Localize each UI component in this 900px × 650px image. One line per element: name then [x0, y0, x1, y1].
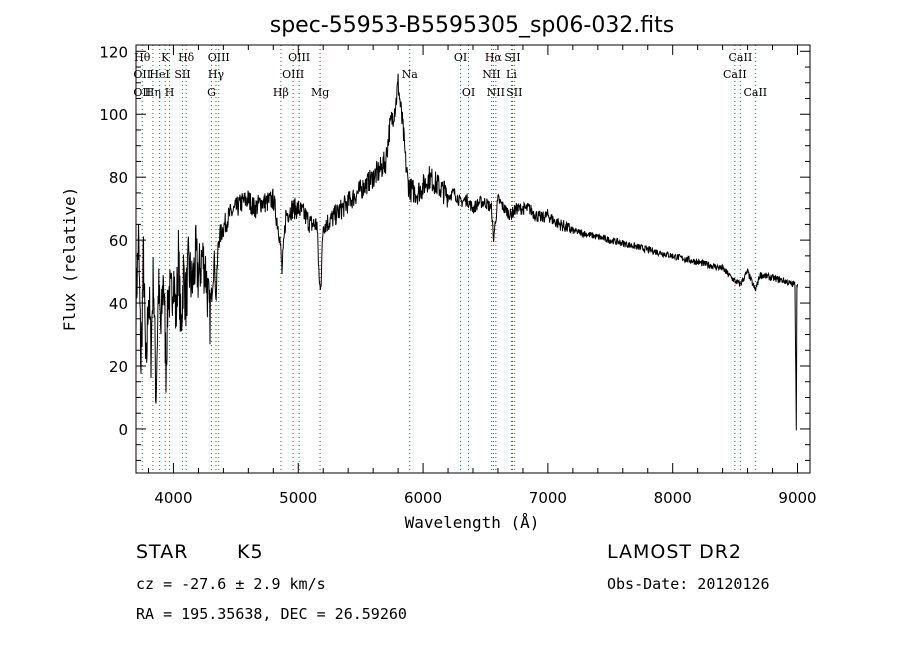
y-tick-label: 80	[109, 169, 128, 187]
redshift-velocity: cz = -27.6 ± 2.9 km/s	[136, 575, 326, 593]
spectral-line-label: CaII	[723, 68, 747, 81]
y-tick-label: 0	[118, 421, 128, 439]
spectral-line-label: H	[165, 86, 175, 99]
y-axis: 0 20 40 60 80 100 120	[99, 43, 810, 461]
coordinates: RA = 195.35638, DEC = 26.59260	[136, 605, 407, 623]
survey-name: LAMOST DR2	[607, 541, 742, 563]
spectrum-line	[135, 73, 798, 431]
chart-title: spec-55953-B5595305_sp06-032.fits	[270, 13, 675, 38]
object-subclass: K5	[237, 541, 264, 563]
x-tick-label: 8000	[654, 489, 692, 507]
y-tick-label: 100	[99, 106, 128, 124]
spectral-line-label: NII	[482, 68, 500, 81]
spectral-line-label: Hγ	[208, 68, 225, 81]
spectral-line-label: Hβ	[273, 86, 289, 99]
spectral-line-label: SII	[174, 68, 190, 81]
spectral-line-labels: HθOIIOIIHηHeIKHSIIHδGHγOIIIHβOIIIOIIIMgN…	[133, 51, 767, 99]
x-axis: 4000 5000 6000 7000 8000 9000	[147, 45, 817, 507]
observation-date: Obs-Date: 20120126	[607, 575, 770, 593]
spectral-line-label: K	[161, 51, 170, 64]
spectrum-chart: spec-55953-B5595305_sp06-032.fits Hθ OII O…	[60, 13, 817, 532]
spectral-line-label: Mg	[311, 86, 329, 99]
spectral-line-label: OII	[133, 68, 151, 81]
spectral-line-label: SII	[506, 86, 522, 99]
spectral-line-label: Na	[402, 68, 419, 81]
x-tick-label: 9000	[778, 489, 816, 507]
spectral-line-label: OI	[454, 51, 467, 64]
spectral-line-label: G	[207, 86, 216, 99]
y-tick-label: 120	[99, 43, 128, 61]
spectral-line-label: SII	[504, 51, 520, 64]
y-tick-label: 60	[109, 232, 128, 250]
spectral-line-label: OII	[133, 86, 151, 99]
spectral-line-label: Li	[506, 68, 517, 81]
spectral-line-label: OIII	[288, 51, 310, 64]
x-axis-label: Wavelength (Å)	[405, 513, 540, 532]
x-tick-label: 7000	[529, 489, 567, 507]
spectral-line-label: Hα	[485, 51, 503, 64]
y-tick-label: 40	[109, 295, 128, 313]
spectral-line-label: CaII	[729, 51, 753, 64]
spectral-line-label: OIII	[282, 68, 304, 81]
spectral-line-label: CaII	[743, 86, 767, 99]
x-tick-label: 6000	[404, 489, 442, 507]
spectral-line-label: Hθ	[134, 51, 151, 64]
spectral-line-label: OI	[462, 86, 475, 99]
spectral-line-label: Hη	[145, 86, 161, 99]
object-class: STAR	[136, 541, 189, 563]
plot-frame	[135, 44, 811, 474]
y-axis-label: Flux (relative)	[60, 187, 79, 332]
spectral-line-label: HeI	[149, 68, 169, 81]
spectral-line-label: Hδ	[178, 51, 195, 64]
x-tick-label: 4000	[154, 489, 192, 507]
y-tick-label: 20	[109, 358, 128, 376]
x-tick-label: 5000	[279, 489, 317, 507]
spectral-line-label: OIII	[208, 51, 230, 64]
spectral-line-label: NII	[487, 86, 505, 99]
spectral-line-markers	[141, 45, 756, 473]
